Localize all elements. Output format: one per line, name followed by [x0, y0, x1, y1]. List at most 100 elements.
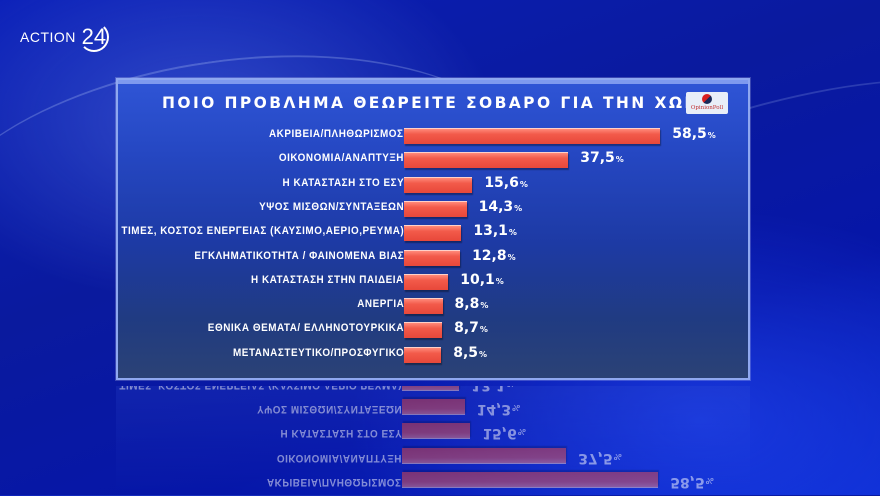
panel-reflection: ΑΚΡΙΒΕΙΑ/ΠΛΗΘΩΡΙΣΜΟΣ 58,5% ΟΙΚΟΝΟΜΙΑ/ΑΝΑΠΤ…: [116, 386, 750, 496]
table-row: ΕΘΝΙΚΑ ΘΕΜΑΤΑ/ ΕΛΛΗΝΟΤΟΥΡΚΙΚΑ 8,7%: [118, 318, 748, 342]
value-number: 58,5: [672, 126, 707, 142]
value-number: 10,1: [460, 271, 495, 288]
bar-value: 58,5%: [672, 126, 716, 142]
poll-panel: ΠΟΙΟ ΠΡΟΒΛΗΜΑ ΘΕΩΡΕΙΤΕ ΣΟΒΑΡΟ ΓΙΑ ΤΗΝ ΧΩ…: [116, 78, 750, 380]
percent-sign: %: [495, 276, 504, 286]
pollster-name: OpinionPoll: [690, 105, 724, 111]
bar: [402, 447, 567, 464]
bar-label: ΟΙΚΟΝΟΜΙΑ/ΑΝΑΠΤΥΞΗ: [278, 152, 404, 165]
bar-label: Η ΚΑΤΑΣΤΑΣΗ ΣΤΟ ΕΣΥ: [282, 176, 404, 189]
table-row: ΥΨΟΣ ΜΙΣΘΩΝ/ΣΥΝΤΑΞΕΩΝ 14,3%: [116, 395, 746, 419]
value-number: 37,5: [578, 449, 613, 466]
bar-label: Η ΚΑΤΑΣΤΑΣΗ ΣΤΗΝ ΠΑΙΔΕΙΑ: [251, 273, 404, 286]
bar-label: ΤΙΜΕΣ, ΚΟΣΤΟΣ ΕΝΕΡΓΕΙΑΣ (ΚΑΥΣΙΜΟ,ΑΕΡΙΟ,Ρ…: [121, 225, 404, 238]
channel-logo: ACTION 24: [20, 22, 109, 52]
percent-sign: %: [479, 325, 488, 335]
bar-label: ΜΕΤΑΝΑΣΤΕΥΤΙΚΟ/ΠΡΟΣΦΥΓΙΚΟ: [232, 346, 404, 359]
value-number: 13,1: [473, 223, 508, 240]
bar-label: ΑΝΕΡΓΙΑ: [356, 298, 404, 311]
percent-sign: %: [507, 252, 516, 262]
pollster-logo: OpinionPoll: [686, 92, 728, 114]
value-number: 58,5: [670, 474, 705, 490]
bar-value: 14,3%: [479, 199, 523, 215]
table-row: Η ΚΑΤΑΣΤΑΣΗ ΣΤΟ ΕΣΥ 15,6%: [118, 173, 748, 197]
bar-value: 8,5%: [453, 345, 487, 361]
table-row: ΤΙΜΕΣ, ΚΟΣΤΟΣ ΕΝΕΡΓΕΙΑΣ (ΚΑΥΣΙΜΟ,ΑΕΡΙΟ,Ρ…: [116, 386, 746, 395]
bar-label: ΕΓΚΛΗΜΑΤΙΚΟΤΗΤΑ / ΦΑΙΝΟΜΕΝΑ ΒΙΑΣ: [194, 249, 404, 262]
bar-value: 58,5%: [670, 474, 714, 490]
bar: [402, 472, 659, 488]
bar-value: 12,8%: [472, 248, 516, 264]
bar: [404, 225, 462, 242]
percent-sign: %: [512, 403, 521, 413]
bar-label: ΥΨΟΣ ΜΙΣΘΩΝ/ΣΥΝΤΑΞΕΩΝ: [258, 200, 404, 213]
value-number: 37,5: [580, 150, 615, 167]
percent-sign: %: [613, 451, 622, 461]
bar-value: 10,1%: [460, 272, 504, 288]
bar-value: 37,5%: [580, 150, 624, 166]
bar-value: 13,1%: [473, 223, 517, 239]
table-row: ΟΙΚΟΝΟΜΙΑ/ΑΝΑΠΤΥΞΗ 37,5%: [116, 444, 746, 468]
value-number: 15,6: [484, 174, 519, 191]
percent-sign: %: [508, 228, 517, 238]
bar-value: 37,5%: [578, 450, 622, 466]
bar-label: ΕΘΝΙΚΑ ΘΕΜΑΤΑ/ ΕΛΛΗΝΟΤΟΥΡΚΙΚΑ: [207, 322, 404, 335]
logo-word: ACTION: [20, 29, 76, 45]
bar: [404, 200, 467, 217]
percent-sign: %: [514, 203, 523, 213]
percent-sign: %: [519, 179, 528, 189]
table-row: ΥΨΟΣ ΜΙΣΘΩΝ/ΣΥΝΤΑΞΕΩΝ 14,3%: [118, 197, 748, 221]
table-row: ΑΝΕΡΓΙΑ 8,8%: [118, 294, 748, 318]
percent-sign: %: [707, 131, 716, 140]
logo-number: 24: [78, 22, 109, 52]
bar: [404, 346, 442, 363]
value-number: 13,1: [471, 386, 506, 393]
value-number: 8,7: [454, 320, 479, 337]
bar-label: ΥΨΟΣ ΜΙΣΘΩΝ/ΣΥΝΤΑΞΕΩΝ: [256, 403, 402, 416]
panel-highlight: [118, 80, 748, 84]
bar: [404, 128, 661, 144]
percent-sign: %: [507, 386, 515, 388]
table-row: Η ΚΑΤΑΣΤΑΣΗ ΣΤΟ ΕΣΥ 15,6%: [116, 419, 746, 443]
bar-value: 8,7%: [454, 320, 488, 336]
value-number: 8,8: [454, 296, 480, 313]
bar-value: 15,6%: [482, 425, 526, 441]
bar-label: ΤΙΜΕΣ, ΚΟΣΤΟΣ ΕΝΕΡΓΕΙΑΣ (ΚΑΥΣΙΜΟ,ΑΕΡΙΟ,Ρ…: [119, 386, 402, 391]
bar: [404, 152, 569, 169]
bar: [404, 249, 461, 266]
bar: [404, 298, 443, 315]
bar-label: ΑΚΡΙΒΕΙΑ/ΠΛΗΘΩΡΙΣΜΟΣ: [267, 476, 402, 488]
percent-sign: %: [517, 427, 526, 437]
percent-sign: %: [705, 476, 714, 485]
bar-label: ΑΚΡΙΒΕΙΑ/ΠΛΗΘΩΡΙΣΜΟΣ: [269, 128, 404, 140]
table-row: Η ΚΑΤΑΣΤΑΣΗ ΣΤΗΝ ΠΑΙΔΕΙΑ 10,1%: [118, 270, 748, 294]
value-number: 8,5: [453, 344, 479, 361]
bar: [402, 399, 465, 416]
bar-value: 8,8%: [455, 296, 489, 312]
pollster-dot-icon: [702, 94, 712, 104]
bar-value: 13,1%: [471, 386, 515, 393]
bar-label: ΟΙΚΟΝΟΜΙΑ/ΑΝΑΠΤΥΞΗ: [276, 451, 402, 464]
bar: [404, 322, 443, 339]
table-row: ΤΙΜΕΣ, ΚΟΣΤΟΣ ΕΝΕΡΓΕΙΑΣ (ΚΑΥΣΙΜΟ,ΑΕΡΙΟ,Ρ…: [118, 221, 748, 245]
bar-value: 14,3%: [477, 401, 521, 417]
table-row: ΟΙΚΟΝΟΜΙΑ/ΑΝΑΠΤΥΞΗ 37,5%: [118, 148, 748, 172]
bar-value: 15,6%: [484, 175, 528, 191]
table-row: ΕΓΚΛΗΜΑΤΙΚΟΤΗΤΑ / ΦΑΙΝΟΜΕΝΑ ΒΙΑΣ 12,8%: [118, 246, 748, 270]
percent-sign: %: [615, 155, 624, 165]
table-row: ΑΚΡΙΒΕΙΑ/ΠΛΗΘΩΡΙΣΜΟΣ 58,5%: [118, 124, 748, 148]
value-number: 14,3: [478, 198, 514, 215]
bar: [404, 273, 449, 290]
bar: [402, 386, 460, 391]
chart-title: ΠΟΙΟ ΠΡΟΒΛΗΜΑ ΘΕΩΡΕΙΤΕ ΣΟΒΑΡΟ ΓΙΑ ΤΗΝ ΧΩ…: [162, 94, 722, 112]
table-row: ΜΕΤΑΝΑΣΤΕΥΤΙΚΟ/ΠΡΟΣΦΥΓΙΚΟ 8,5%: [118, 343, 748, 367]
bar: [402, 423, 471, 440]
bar-label: Η ΚΑΤΑΣΤΑΣΗ ΣΤΟ ΕΣΥ: [280, 427, 402, 440]
value-number: 12,8: [472, 247, 507, 264]
percent-sign: %: [479, 349, 488, 359]
value-number: 15,6: [482, 425, 517, 442]
bar: [404, 176, 473, 193]
percent-sign: %: [480, 301, 489, 311]
value-number: 14,3: [476, 401, 512, 418]
table-row: ΑΚΡΙΒΕΙΑ/ΠΛΗΘΩΡΙΣΜΟΣ 58,5%: [116, 468, 746, 492]
